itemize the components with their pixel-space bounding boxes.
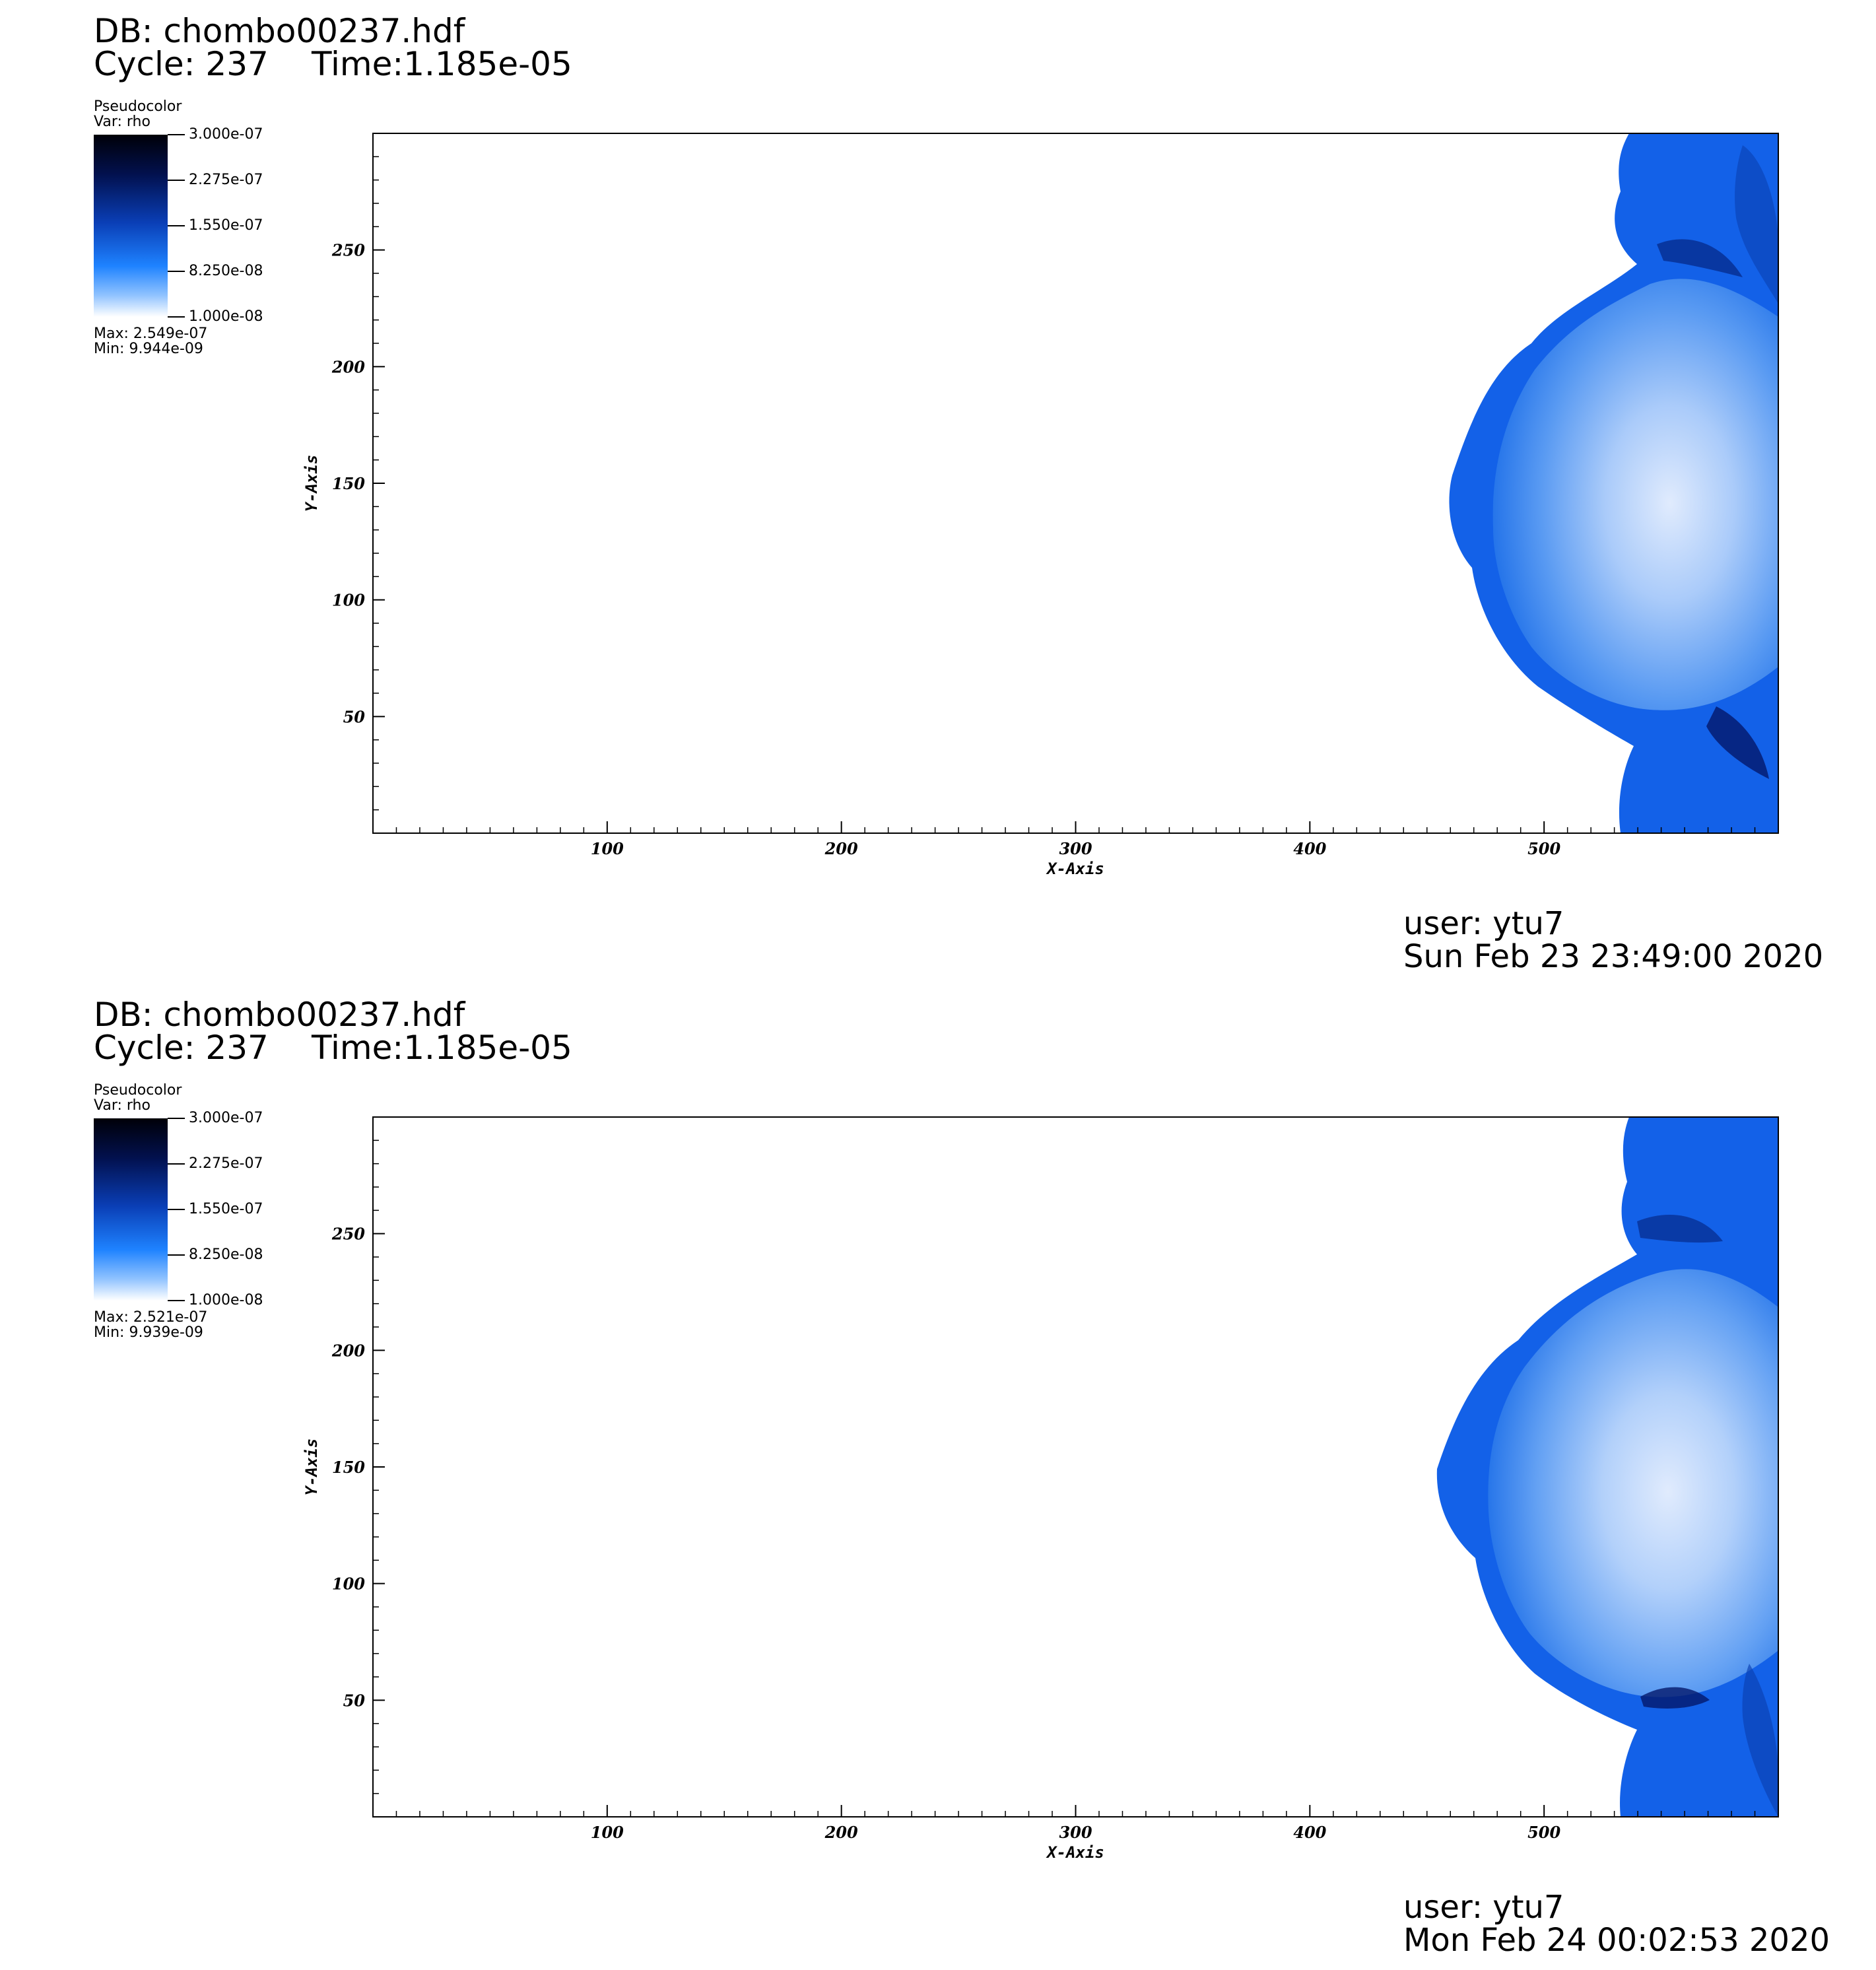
colorbar-tick-label: 3.000e-07: [189, 1110, 263, 1126]
dark-filament: [1735, 145, 1778, 304]
x-axis-title: X-Axis: [1046, 860, 1104, 878]
legend-min: Min: 9.944e-09: [94, 341, 203, 357]
colorbar-tick: [168, 1118, 185, 1119]
x-axis-title: X-Axis: [1046, 1843, 1104, 1862]
y-tick-label: 250: [331, 1225, 365, 1244]
colorbar-tick-label: 2.275e-07: [189, 172, 263, 188]
colorbar-tick-label: 1.550e-07: [189, 217, 263, 234]
colorbar-tick-label: 3.000e-07: [189, 126, 263, 143]
y-axis-title: Y-Axis: [302, 455, 321, 512]
shock-interior: [1492, 279, 1778, 710]
time-label: Time:1.185e-05: [312, 1029, 572, 1067]
user-label: user: ytu7: [1403, 905, 1564, 942]
x-tick-label: 200: [824, 1823, 858, 1842]
dark-filament: [1706, 706, 1769, 779]
colorbar-tick-label: 8.250e-08: [189, 263, 263, 279]
y-tick-label: 100: [332, 1575, 365, 1594]
x-tick-label: 400: [1293, 1823, 1326, 1842]
y-tick-label: 50: [343, 707, 366, 726]
cycle-label: Cycle: 237: [94, 1029, 269, 1067]
colorbar-tick: [168, 1254, 185, 1256]
colorbar-tick-label: 1.000e-08: [189, 1292, 263, 1308]
x-tick-label: 300: [1059, 839, 1092, 858]
cycle-label: Cycle: 237: [94, 45, 269, 83]
y-tick-label: 250: [331, 241, 365, 260]
density-field: [1449, 133, 1778, 833]
y-tick-label: 200: [331, 357, 365, 376]
shock-interior: [1488, 1269, 1778, 1697]
legend-title: Pseudocolor: [94, 98, 182, 115]
y-tick-label: 200: [331, 1341, 365, 1360]
colorbar-tick: [168, 271, 185, 272]
x-tick-label: 100: [591, 839, 624, 858]
y-axis-title: Y-Axis: [302, 1439, 321, 1496]
y-tick-label: 50: [343, 1691, 366, 1710]
colorbar-tick: [168, 180, 185, 181]
x-tick-label: 300: [1059, 1823, 1092, 1842]
density-field: [1436, 1117, 1778, 1817]
legend-variable: Var: rho: [94, 114, 151, 130]
legend-max: Max: 2.521e-07: [94, 1309, 208, 1326]
y-tick-label: 150: [332, 1458, 365, 1477]
x-tick-label: 500: [1527, 839, 1560, 858]
y-tick-label: 150: [332, 474, 365, 493]
colorbar-tick: [168, 316, 185, 318]
legend-max: Max: 2.549e-07: [94, 325, 208, 342]
colorbar-tick: [168, 1300, 185, 1301]
legend-min: Min: 9.939e-09: [94, 1324, 203, 1341]
x-tick-label: 500: [1527, 1823, 1560, 1842]
legend-variable: Var: rho: [94, 1097, 151, 1114]
user-label: user: ytu7: [1403, 1889, 1564, 1926]
colorbar-tick-label: 1.000e-08: [189, 308, 263, 325]
visit-plot-panel: DB: chombo00237.hdf Cycle: 237 Time:1.18…: [0, 0, 1876, 984]
dark-filament: [1640, 1687, 1710, 1709]
colorbar-tick: [168, 1163, 185, 1165]
colorbar-tick: [168, 225, 185, 226]
dark-filament: [1637, 1215, 1723, 1243]
colorbar-tick-label: 1.550e-07: [189, 1201, 263, 1217]
database-label: DB: chombo00237.hdf: [94, 12, 465, 50]
visit-plot-panel: DB: chombo00237.hdf Cycle: 237 Time:1.18…: [0, 984, 1876, 1967]
x-tick-label: 200: [824, 839, 858, 858]
date-label: Mon Feb 24 00:02:53 2020: [1403, 1922, 1830, 1959]
pseudocolor-plot: 100 200 300 400 500 50 100 150 200 250 X-Axis Y-Axi…: [302, 133, 1779, 878]
date-label: Sun Feb 23 23:49:00 2020: [1403, 938, 1824, 975]
colorbar-tick-label: 2.275e-07: [189, 1155, 263, 1172]
dark-filament: [1742, 1664, 1778, 1817]
time-label: Time:1.185e-05: [312, 45, 572, 83]
x-tick-label: 100: [591, 1823, 624, 1842]
x-tick-label: 400: [1293, 839, 1326, 858]
colorbar-tick-label: 8.250e-08: [189, 1246, 263, 1263]
database-label: DB: chombo00237.hdf: [94, 996, 465, 1034]
dark-filament: [1657, 239, 1743, 277]
colorbar: [94, 1118, 168, 1301]
colorbar-tick: [168, 134, 185, 135]
pseudocolor-plot: 100 200 300 400 500 50 100 150 200 250 X-Axis Y-Axi…: [302, 1116, 1779, 1862]
colorbar-tick: [168, 1209, 185, 1210]
legend-title: Pseudocolor: [94, 1082, 182, 1099]
y-tick-label: 100: [332, 591, 365, 610]
colorbar: [94, 135, 168, 317]
